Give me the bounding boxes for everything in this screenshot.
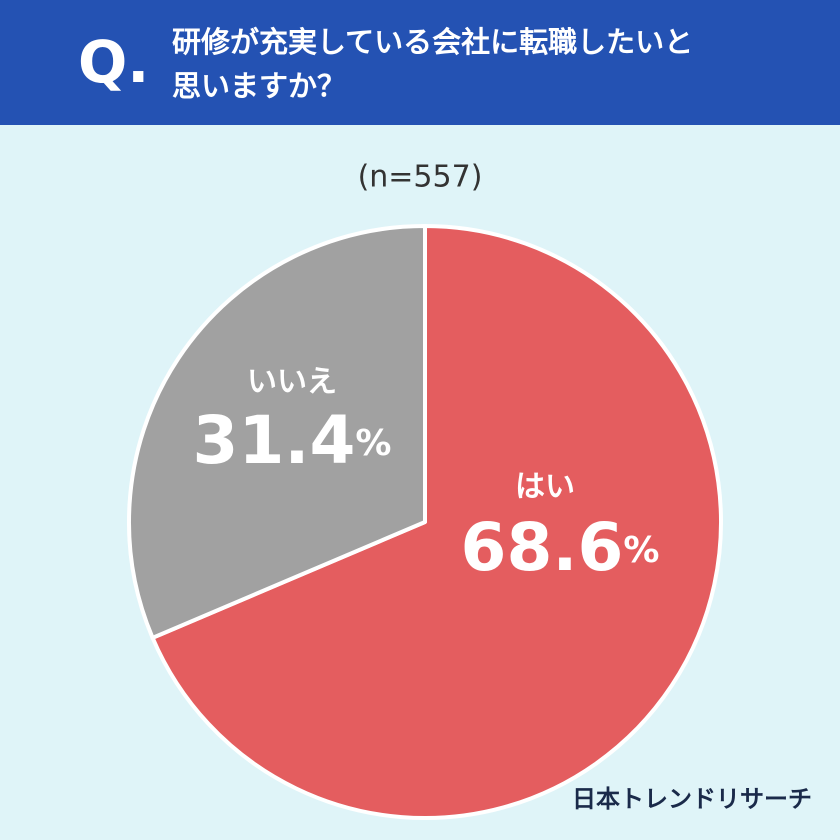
question-mark: Q. — [78, 28, 149, 96]
slice-label: いいえ — [247, 365, 337, 400]
chart-title: 研修が充実している会社に転職したいと — [172, 25, 693, 59]
subtitle: (n=557) — [358, 160, 483, 195]
header — [0, 0, 840, 125]
source: 日本トレンドリサーチ — [572, 785, 812, 813]
pie-slice — [150, 224, 723, 820]
chart-title: 思いますか？ — [172, 69, 346, 103]
value-label: 68.6% — [461, 509, 660, 586]
pie-slice — [127, 224, 427, 640]
slice-label: はい — [515, 470, 575, 505]
value-label: 31.4% — [193, 402, 392, 479]
